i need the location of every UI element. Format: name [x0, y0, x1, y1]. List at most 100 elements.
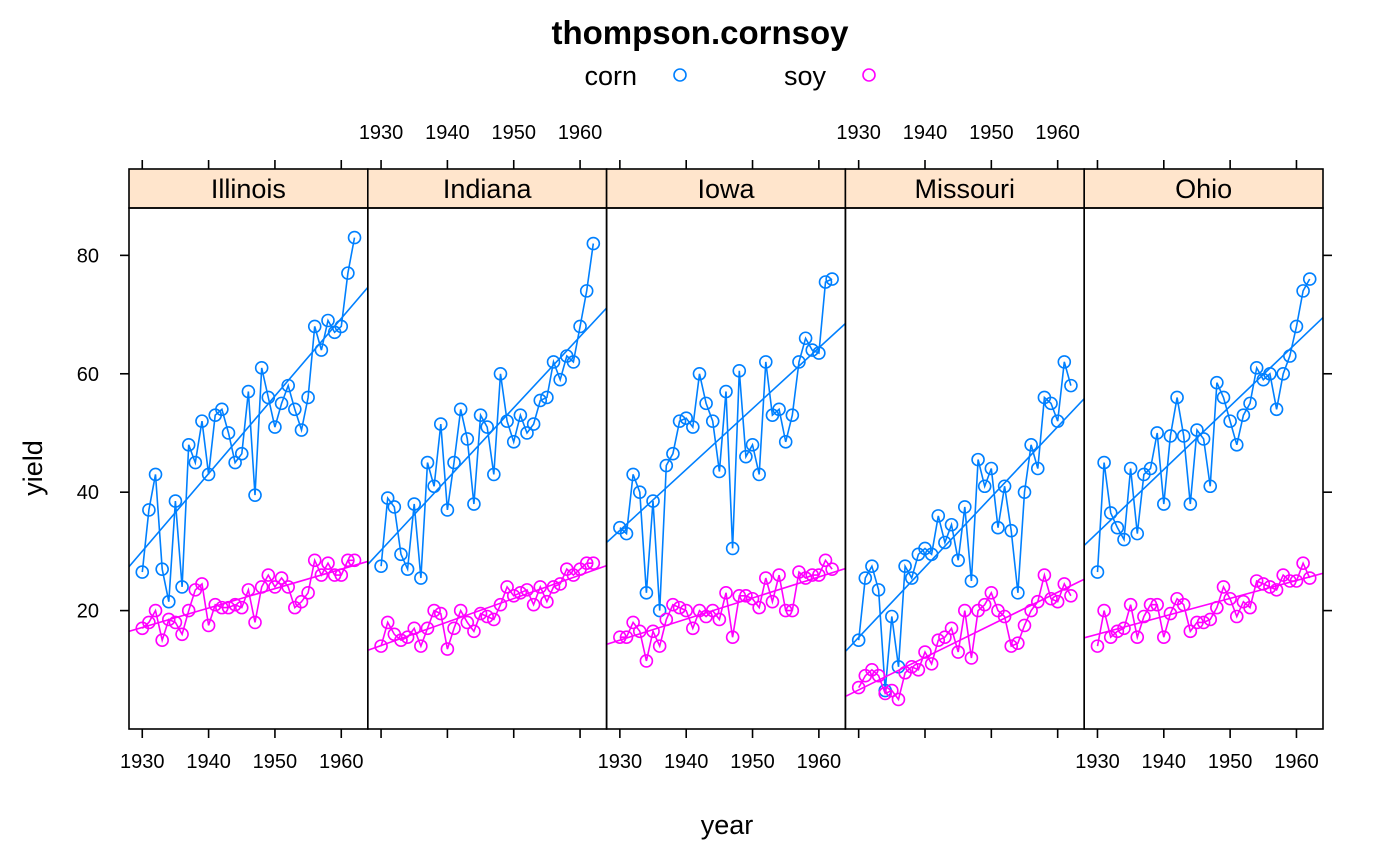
point-soy-iowa	[712, 612, 727, 627]
x-tick-label: 1950	[491, 122, 536, 144]
point-corn-illinois	[281, 378, 296, 393]
point-soy-indiana	[460, 615, 475, 630]
point-corn-iowa	[646, 494, 660, 508]
point-soy-iowa	[659, 612, 674, 627]
point-soy-illinois	[281, 580, 296, 594]
point-corn-indiana	[387, 500, 402, 514]
point-corn-indiana	[553, 372, 567, 387]
point-corn-indiana	[566, 355, 581, 369]
fit-line-corn-missouri	[845, 398, 1085, 652]
point-corn-indiana	[400, 562, 415, 576]
panel-frame-illinois	[128, 207, 369, 730]
point-corn-ohio	[1110, 520, 1125, 535]
point-soy-missouri	[1030, 594, 1045, 609]
point-corn-iowa	[785, 408, 800, 423]
point-corn-missouri	[871, 583, 886, 597]
series-line-corn-illinois	[141, 237, 356, 602]
point-soy-missouri	[984, 586, 999, 600]
point-soy-missouri	[1064, 588, 1078, 603]
point-soy-illinois	[261, 568, 276, 582]
strip-label-missouri: Missouri	[915, 174, 1016, 204]
point-corn-iowa	[639, 586, 654, 600]
x-tick-label: 1940	[1142, 751, 1187, 773]
point-corn-ohio	[1190, 423, 1204, 437]
point-corn-illinois	[261, 390, 276, 405]
point-soy-missouri	[1024, 603, 1038, 618]
point-corn-illinois	[162, 594, 176, 609]
point-soy-indiana	[427, 603, 441, 618]
point-soy-illinois	[142, 615, 156, 630]
point-corn-indiana	[460, 432, 475, 446]
point-corn-missouri	[1064, 378, 1078, 393]
point-soy-iowa	[739, 588, 753, 603]
strip-illinois	[128, 168, 369, 209]
y-axis-label: yield	[18, 440, 48, 496]
legend: corn soy	[584, 61, 876, 91]
point-corn-missouri	[944, 517, 959, 532]
point-corn-illinois	[155, 562, 169, 576]
point-soy-ohio	[1163, 606, 1178, 621]
strip-missouri	[844, 168, 1086, 209]
fit-line-soy-indiana	[367, 564, 607, 652]
point-corn-missouri	[924, 547, 939, 562]
point-soy-illinois	[162, 612, 176, 627]
point-corn-ohio	[1269, 402, 1284, 417]
point-soy-illinois	[268, 580, 282, 594]
point-soy-ohio	[1289, 574, 1304, 588]
point-corn-illinois	[228, 455, 242, 470]
point-soy-indiana	[546, 580, 561, 594]
point-corn-illinois	[301, 390, 315, 405]
point-soy-illinois	[314, 568, 329, 582]
point-soy-indiana	[374, 639, 388, 653]
point-soy-illinois	[347, 553, 362, 568]
point-corn-missouri	[931, 509, 946, 523]
point-corn-missouri	[984, 461, 999, 476]
point-corn-ohio	[1283, 349, 1297, 363]
point-soy-iowa	[772, 568, 786, 582]
point-soy-illinois	[248, 615, 262, 630]
point-soy-missouri	[951, 645, 965, 659]
point-soy-illinois	[321, 556, 335, 571]
point-soy-illinois	[168, 615, 183, 630]
point-corn-indiana	[414, 571, 428, 585]
point-soy-ohio	[1176, 597, 1191, 612]
point-corn-iowa	[725, 541, 740, 556]
panel-frame-iowa	[605, 207, 847, 730]
x-tick-label: 1930	[598, 751, 643, 773]
point-soy-iowa	[679, 603, 694, 618]
point-soy-indiana	[414, 639, 428, 653]
point-soy-iowa	[765, 594, 780, 609]
point-corn-iowa	[659, 458, 674, 473]
point-corn-ohio	[1163, 429, 1178, 443]
point-soy-missouri	[997, 609, 1012, 624]
point-corn-indiana	[394, 547, 408, 562]
point-corn-iowa	[805, 343, 820, 357]
point-corn-ohio	[1302, 272, 1317, 286]
point-corn-missouri	[858, 571, 873, 585]
point-corn-illinois	[341, 266, 355, 280]
point-soy-iowa	[798, 571, 813, 585]
strip-indiana	[366, 168, 608, 209]
point-corn-missouri	[1044, 396, 1058, 411]
x-tick-label: 1930	[1075, 751, 1120, 773]
point-soy-iowa	[812, 568, 826, 582]
point-soy-iowa	[818, 553, 833, 568]
point-soy-missouri	[938, 630, 952, 645]
point-corn-missouri	[991, 520, 1005, 535]
point-soy-ohio	[1137, 609, 1151, 624]
point-corn-ohio	[1183, 497, 1198, 511]
point-corn-iowa	[619, 526, 634, 541]
point-soy-ohio	[1229, 609, 1244, 624]
point-soy-illinois	[195, 577, 209, 591]
point-corn-missouri	[938, 535, 952, 550]
point-corn-missouri	[951, 553, 965, 568]
point-soy-iowa	[758, 571, 773, 585]
point-corn-indiana	[579, 284, 594, 298]
point-soy-indiana	[579, 556, 594, 571]
point-corn-ohio	[1130, 526, 1145, 541]
point-soy-missouri	[1044, 591, 1058, 606]
point-corn-ohio	[1289, 319, 1304, 334]
x-tick-label: 1930	[359, 122, 404, 144]
point-corn-indiana	[533, 393, 548, 408]
